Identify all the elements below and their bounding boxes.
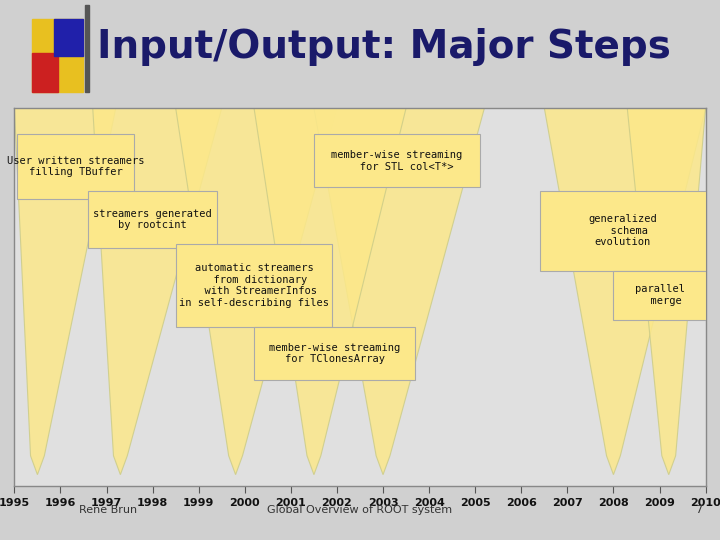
FancyBboxPatch shape bbox=[17, 134, 134, 199]
Polygon shape bbox=[93, 108, 222, 475]
Text: User written streamers
filling TBuffer: User written streamers filling TBuffer bbox=[6, 156, 144, 177]
Polygon shape bbox=[254, 108, 406, 475]
Polygon shape bbox=[314, 108, 485, 475]
FancyBboxPatch shape bbox=[88, 191, 217, 248]
FancyBboxPatch shape bbox=[176, 244, 333, 327]
Text: Global Overview of ROOT system: Global Overview of ROOT system bbox=[267, 505, 453, 515]
Polygon shape bbox=[627, 108, 706, 475]
Polygon shape bbox=[14, 108, 116, 475]
Text: parallel
  merge: parallel merge bbox=[634, 284, 685, 306]
FancyBboxPatch shape bbox=[540, 191, 706, 271]
FancyBboxPatch shape bbox=[613, 271, 706, 320]
Bar bbox=[32, 19, 83, 92]
Text: Input/Output: Major Steps: Input/Output: Major Steps bbox=[97, 28, 671, 66]
Text: automatic streamers
  from dictionary
  with StreamerInfos
in self-describing fi: automatic streamers from dictionary with… bbox=[179, 264, 329, 308]
Text: 7: 7 bbox=[695, 505, 702, 515]
FancyBboxPatch shape bbox=[254, 327, 415, 380]
Text: streamers generated
by rootcint: streamers generated by rootcint bbox=[94, 208, 212, 230]
Text: member-wise streaming
for TClonesArray: member-wise streaming for TClonesArray bbox=[269, 343, 400, 364]
Text: member-wise streaming
   for STL col<T*>: member-wise streaming for STL col<T*> bbox=[331, 150, 462, 172]
FancyBboxPatch shape bbox=[314, 134, 480, 187]
Text: generalized
  schema
evolution: generalized schema evolution bbox=[588, 214, 657, 247]
Bar bbox=[85, 5, 89, 92]
Bar bbox=[54, 19, 83, 56]
Bar bbox=[32, 53, 58, 92]
Polygon shape bbox=[176, 108, 337, 475]
Text: Rene Brun: Rene Brun bbox=[79, 505, 137, 515]
Polygon shape bbox=[544, 108, 706, 475]
